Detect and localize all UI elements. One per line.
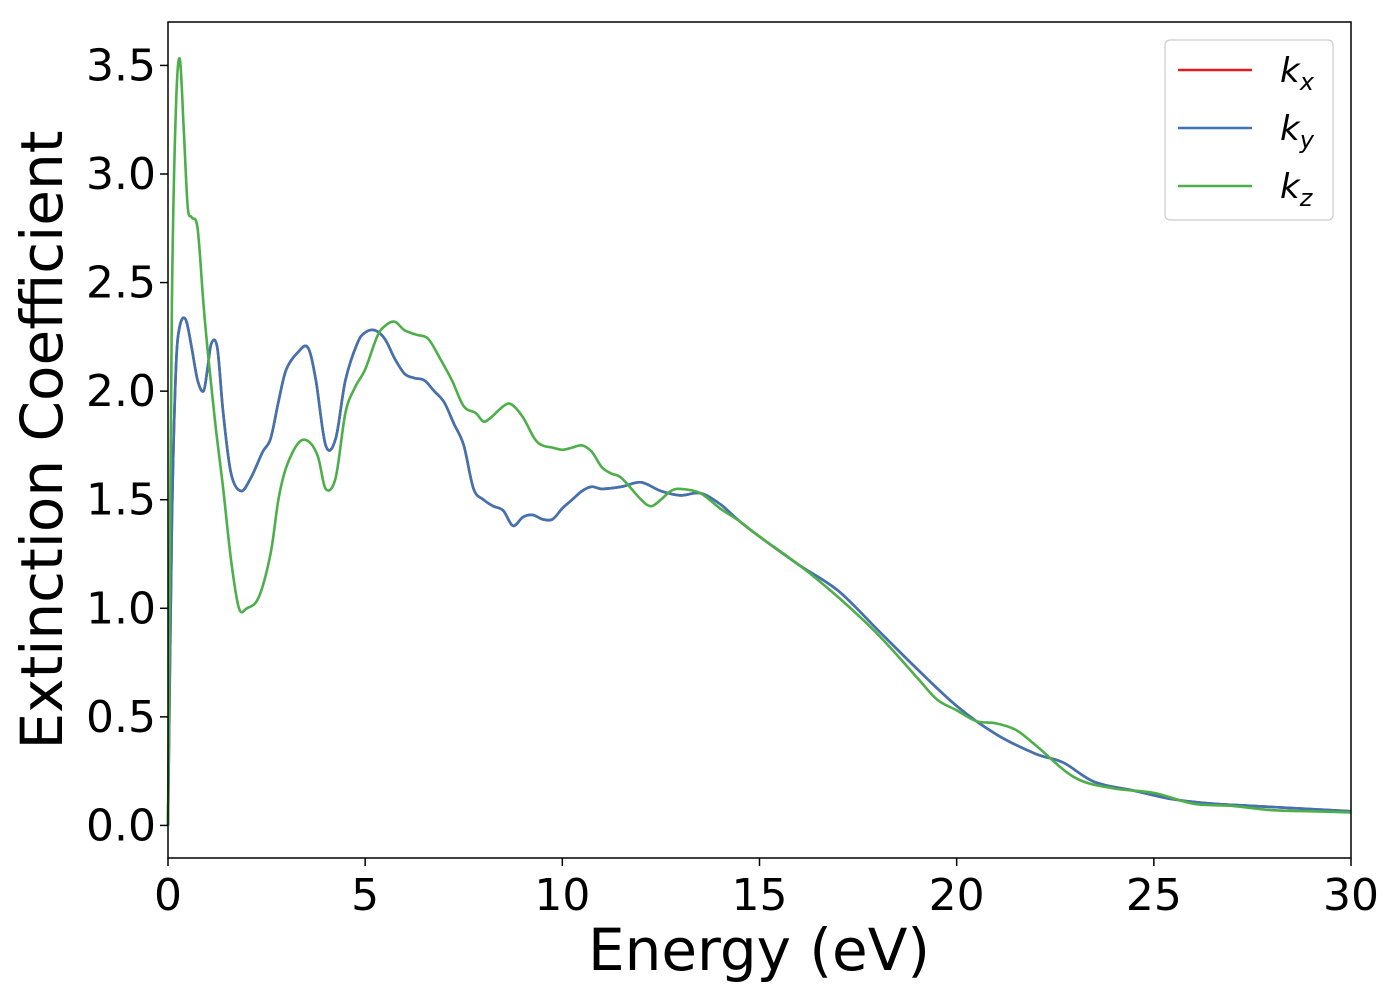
legend-label-main: k: [1280, 109, 1301, 149]
series-line-ky: [166, 316, 1352, 826]
x-axis: 0 5 10 15 20 25 30: [154, 858, 1379, 921]
x-tick-label: 15: [732, 870, 788, 921]
legend-label-ky: ky: [1280, 109, 1315, 154]
y-tick-label: 3.0: [86, 149, 156, 200]
y-tick-label: 0.5: [86, 692, 156, 743]
y-tick-label: 3.5: [86, 40, 156, 91]
legend-label-kz: kz: [1280, 167, 1314, 212]
legend-label-main: k: [1280, 51, 1301, 91]
x-tick-label: 25: [1126, 870, 1182, 921]
y-tick-label: 2.0: [86, 366, 156, 417]
legend-label-subscript: z: [1299, 184, 1314, 212]
legend-box: [1164, 39, 1334, 221]
x-tick-label: 30: [1323, 870, 1379, 921]
series-line-kz: [166, 57, 1352, 826]
legend-label-subscript: y: [1299, 126, 1315, 154]
legend-label-kx: kx: [1280, 51, 1315, 96]
y-tick-label: 2.5: [86, 258, 156, 309]
y-tick-label: 0.0: [86, 800, 156, 851]
legend-label-subscript: x: [1299, 68, 1315, 96]
y-tick-label: 1.0: [86, 583, 156, 634]
x-tick-label: 5: [351, 870, 379, 921]
y-axis-title: Extinction Coefficient: [8, 131, 76, 750]
x-tick-label: 20: [929, 870, 985, 921]
series-layer: [166, 57, 1352, 826]
y-axis: 0.0 0.5 1.0 1.5 2.0 2.5 3.0 3.5: [86, 40, 168, 851]
x-tick-label: 0: [154, 870, 182, 921]
series-line-kx: [166, 316, 1352, 826]
y-tick-label: 1.5: [86, 475, 156, 526]
x-axis-title: Energy (eV): [588, 916, 930, 984]
legend-label-main: k: [1280, 167, 1301, 207]
x-tick-label: 10: [534, 870, 590, 921]
